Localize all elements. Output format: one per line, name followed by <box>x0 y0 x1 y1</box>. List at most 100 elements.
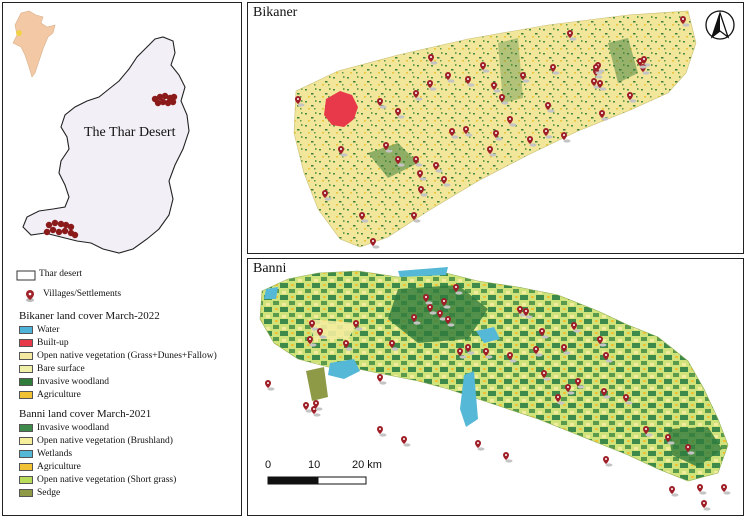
woodland-patch <box>498 38 523 103</box>
village-pin-icon <box>603 456 613 467</box>
wetland <box>460 371 478 427</box>
village-pin-icon <box>591 78 601 89</box>
village-pin-icon <box>423 294 433 305</box>
legend-swatch <box>19 339 33 347</box>
banni-land-cover-map <box>259 267 731 511</box>
village-pin-icon <box>643 426 653 437</box>
village-pin-icon <box>597 336 607 347</box>
woodland-core <box>668 427 722 467</box>
legend-swatch <box>19 489 33 497</box>
village-pin-icon <box>503 452 513 463</box>
village-pin-icon <box>427 80 437 91</box>
bikaner-title: Bikaner <box>253 5 298 20</box>
village-pin-icon <box>701 500 711 511</box>
village-pin-icon <box>475 440 485 451</box>
village-pin-icon <box>627 92 637 103</box>
village-pin-icon <box>418 186 428 197</box>
village-pin-icon <box>599 110 609 121</box>
village-pin-icon <box>523 308 533 319</box>
thar-desert-label: The Thar Desert <box>84 125 176 140</box>
village-pin-icon <box>265 380 275 391</box>
village-pin-icon <box>377 426 387 437</box>
village-pin-icon <box>520 72 530 83</box>
village-pin-icon <box>441 298 451 309</box>
village-pin-icon <box>637 58 647 69</box>
village-pin-icon <box>317 328 327 339</box>
village-pin-icon <box>343 340 353 351</box>
legend-row: Bare surface <box>19 364 85 374</box>
wetland <box>398 267 448 277</box>
village-pin-icon <box>453 284 463 295</box>
scale-label-10: 10 <box>308 459 321 471</box>
legend-row: Agriculture <box>19 462 81 472</box>
legend-thar-swatch <box>16 270 36 281</box>
legend-label: Agriculture <box>37 390 81 400</box>
legend-label: Open native vegetation (Short grass) <box>37 475 177 485</box>
wetland <box>264 287 278 299</box>
village-pin-icon <box>533 346 543 357</box>
legend-villages-label: Villages/Settlements <box>43 289 122 299</box>
village-pin-icon <box>307 336 317 347</box>
village-pin-icon <box>433 162 443 173</box>
legend-label: Open native vegetation (Brushland) <box>37 436 173 446</box>
village-pin-icon <box>338 146 348 157</box>
village-pin-icon <box>395 156 405 167</box>
india-inset-shape <box>12 10 56 78</box>
thar-desert-outline <box>22 36 190 254</box>
village-pin-icon <box>445 316 455 327</box>
village-pin-icon <box>491 82 501 93</box>
banni-map-panel: Banni 0 10 20 km <box>247 258 744 516</box>
bikaner-village-cluster <box>151 92 178 107</box>
village-pin-icon <box>597 80 607 91</box>
legend-swatch <box>19 391 33 399</box>
village-pin-icon <box>507 116 517 127</box>
village-pin-icon <box>669 486 679 497</box>
legend-row: Invasive woodland <box>19 423 109 433</box>
village-pin-icon <box>555 394 565 405</box>
village-pin-icon <box>309 320 319 331</box>
legend-label: Sedge <box>37 488 61 498</box>
village-pin-icon <box>437 310 447 321</box>
bikaner-study-area <box>293 10 697 248</box>
sedge-area <box>306 367 328 401</box>
village-pin-icon <box>565 384 575 395</box>
village-pin-icon <box>463 126 473 137</box>
bikaner-legend-heading: Bikaner land cover March-2022 <box>19 310 160 322</box>
legend-row: Open native vegetation (Grass+Dunes+Fall… <box>19 351 217 361</box>
village-pin-icon <box>697 484 707 495</box>
legend-swatch <box>19 378 33 386</box>
village-pin-icon <box>411 212 421 223</box>
legend-villages: Villages/Settlements <box>43 289 121 299</box>
overview-map <box>12 10 190 302</box>
village-pin-icon <box>457 348 467 359</box>
village-pin-icon <box>322 190 332 201</box>
scale-label-0: 0 <box>265 459 272 471</box>
wetland <box>328 359 360 379</box>
village-pin-icon <box>427 304 437 315</box>
village-pin-icon <box>567 30 577 41</box>
banni-study-area <box>259 270 729 482</box>
village-pin-icon <box>539 328 549 339</box>
legend-swatch <box>19 352 33 360</box>
woodland-patch <box>608 38 638 83</box>
village-pin-icon <box>499 94 509 105</box>
bikaner-land-cover-map <box>293 10 735 249</box>
village-pin-icon <box>313 400 323 411</box>
legend-label: Invasive woodland <box>37 377 110 387</box>
bikaner-village-pins <box>295 16 690 249</box>
village-pin-icon <box>483 348 493 359</box>
village-pin-icon <box>665 434 675 445</box>
banni-village-cluster <box>43 219 79 239</box>
legend-row: Invasive woodland <box>19 377 109 387</box>
village-pin-icon <box>417 170 427 181</box>
legend-label: Invasive woodland <box>37 423 110 433</box>
legend-swatch <box>19 476 33 484</box>
village-pin-icon <box>561 344 571 355</box>
bikaner-city-built-up <box>324 91 358 127</box>
legend-swatch <box>19 326 33 334</box>
village-pin-icon <box>545 102 555 113</box>
village-pin-icon <box>395 108 405 119</box>
village-pin-icon <box>303 402 313 413</box>
scale-bar <box>267 476 367 485</box>
legend-label: Agriculture <box>37 462 81 472</box>
